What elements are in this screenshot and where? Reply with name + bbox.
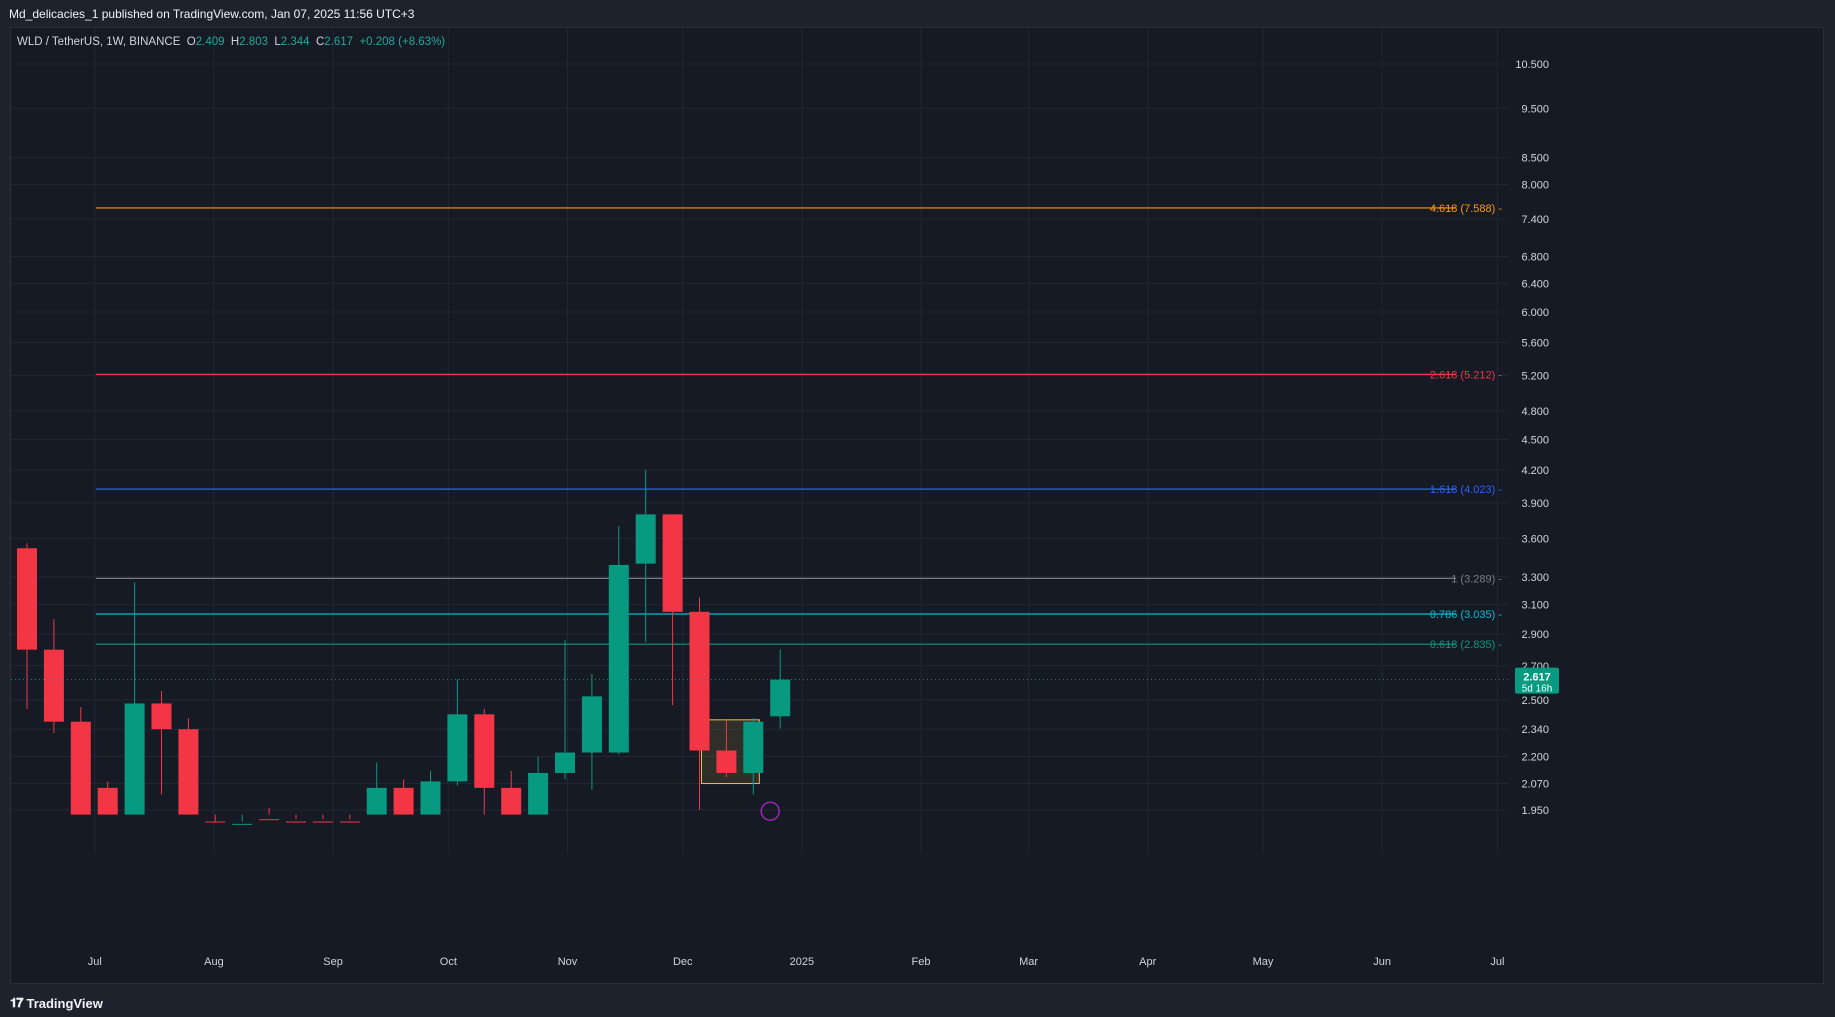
price-axis-label: 8.000 [1521, 179, 1549, 191]
legend-close-value: 2.617 [324, 36, 354, 48]
time-axis-label: Dec [673, 956, 693, 968]
price-axis-label: 6.000 [1521, 307, 1549, 319]
candle-body [662, 514, 683, 612]
tradingview-logo[interactable]: 𝟏𝟕 TradingView [10, 995, 103, 1011]
candle-body [770, 679, 791, 717]
price-axis-label: 2.070 [1521, 779, 1549, 791]
price-axis-label: 2.340 [1521, 724, 1549, 736]
last-price-value: 2.617 [1523, 672, 1551, 684]
fib-level-label: 2.618 (5.212) - [1430, 369, 1502, 381]
price-axis-label: 2.900 [1521, 629, 1549, 641]
price-axis-label: 3.100 [1521, 600, 1549, 612]
candle-body [124, 703, 145, 815]
time-axis-label: Sep [323, 956, 343, 968]
time-axis-label: May [1253, 956, 1274, 968]
legend-close-label: C [315, 36, 325, 48]
price-axis-label: 3.600 [1521, 533, 1549, 545]
candle-body [232, 823, 253, 825]
candle-body [339, 821, 360, 823]
fib-level-label: 0.618 (2.835) - [1430, 639, 1502, 651]
legend-low-label: L [274, 36, 281, 48]
time-axis-label: Jul [1490, 956, 1504, 968]
candle-body [259, 819, 280, 821]
price-axis-label: 2.200 [1521, 752, 1549, 764]
fib-level-label: 1 (3.289) - [1451, 573, 1502, 585]
fib-level-label: 1.618 (4.023) - [1430, 484, 1502, 496]
footer-bar: 𝟏𝟕 TradingView [0, 984, 1835, 1017]
time-axis-label: Oct [440, 956, 457, 968]
price-axis-label: 2.500 [1521, 695, 1549, 707]
candle-body [528, 772, 549, 815]
event-marker-icon [760, 801, 780, 821]
price-axis-label: 10.500 [1515, 59, 1549, 71]
last-price-countdown: 5d 16h [1522, 684, 1553, 695]
price-axis-label: 9.500 [1521, 103, 1549, 115]
time-axis-label: Aug [204, 956, 224, 968]
candle-body [43, 649, 64, 722]
time-axis-label: Feb [912, 956, 931, 968]
publish-header: Md_delicacies_1 published on TradingView… [0, 0, 1835, 26]
candle-body [635, 514, 656, 564]
candle-body [501, 787, 522, 815]
price-axis-label: 3.300 [1521, 572, 1549, 584]
chart-pane[interactable]: 4.618 (7.588) - 2.618 (5.212) - 1.618 (4.0… [10, 27, 1824, 984]
candle-body [151, 703, 172, 730]
time-axis-label: Nov [558, 956, 578, 968]
candle-body [608, 564, 629, 753]
candle-body [393, 787, 414, 815]
candle-body [447, 714, 468, 782]
legend-symbol[interactable]: WLD / TetherUS, 1W, BINANCE [17, 36, 181, 48]
legend-open-value: 2.409 [195, 36, 225, 48]
price-axis-label: 4.500 [1521, 434, 1549, 446]
fib-level-label: 4.618 (7.588) - [1430, 203, 1502, 215]
candle-body [716, 750, 737, 773]
price-axis-label: 4.800 [1521, 406, 1549, 418]
candle-body [70, 721, 91, 815]
tradingview-logo-icon: 𝟏𝟕 [10, 995, 24, 1010]
price-axis-label: 7.400 [1521, 214, 1549, 226]
candle-body [97, 787, 118, 815]
price-axis-label: 8.500 [1521, 153, 1549, 165]
candle-body [474, 714, 495, 788]
time-axis-label: Mar [1019, 956, 1038, 968]
candle-body [581, 696, 602, 753]
price-axis-label: 5.200 [1521, 370, 1549, 382]
price-axis-label: 6.800 [1521, 252, 1549, 264]
candle-body [555, 752, 575, 773]
price-axis-label: 1.950 [1521, 805, 1549, 817]
time-axis-label: 2025 [790, 956, 814, 968]
candlestick-chart[interactable]: 4.618 (7.588) - 2.618 (5.212) - 1.618 (4.0… [11, 28, 1823, 983]
fib-level-label: 0.786 (3.035) - [1430, 609, 1502, 621]
candle-body [17, 548, 37, 650]
candle-body [205, 821, 226, 823]
candle-body [312, 821, 333, 823]
candle-body [286, 821, 306, 823]
publish-info: Md_delicacies_1 published on TradingView… [9, 7, 415, 21]
price-axis-label: 4.200 [1521, 465, 1549, 477]
legend-low-value: 2.344 [280, 36, 310, 48]
legend-high-label: H [230, 36, 240, 48]
time-axis-label: Apr [1139, 956, 1156, 968]
price-axis-label: 3.900 [1521, 498, 1549, 510]
legend-open-label: O [186, 36, 196, 48]
candle-body [743, 721, 764, 773]
symbol-legend: WLD / TetherUS, 1W, BINANCE O2.409 H2.80… [17, 36, 445, 48]
tradingview-wordmark: TradingView [26, 995, 103, 1011]
price-axis-label: 5.600 [1521, 338, 1549, 350]
candle-body [366, 787, 387, 815]
last-price-tag [1515, 667, 1559, 694]
candle-body [420, 781, 441, 815]
time-axis-label: Jul [88, 956, 102, 968]
legend-high-value: 2.803 [239, 36, 268, 48]
time-axis-label: Jun [1373, 956, 1391, 968]
candle-body [178, 729, 199, 815]
candle-body [689, 611, 710, 751]
legend-change: +0.208 (+8.63%) [359, 36, 446, 48]
price-axis-label: 6.400 [1521, 278, 1549, 290]
